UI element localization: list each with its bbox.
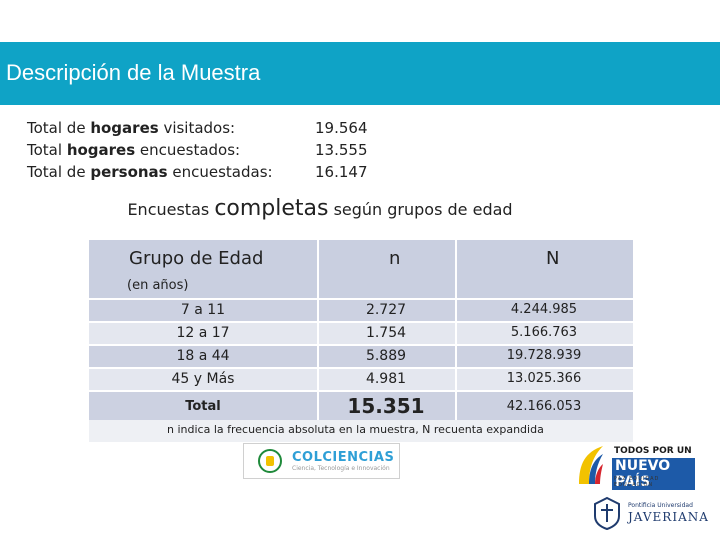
total-value: 16.147 [315,163,368,181]
column-divider [317,369,319,390]
javeriana-logo: Pontificia Universidad JAVERIANA [588,494,708,534]
column-divider [455,300,457,321]
table-body: 7 a 11 2.727 4.244.985 12 a 17 1.754 5.1… [89,298,633,420]
nuevo-pais-line2: NUEVO PAÍS [612,458,695,490]
subtitle-emphasis: completas [214,196,329,221]
cell-age-group: 12 a 17 [176,325,230,341]
table-row: 7 a 11 2.727 4.244.985 [89,298,633,321]
total-value: 13.555 [315,141,368,159]
column-divider [455,346,457,367]
table-header: Grupo de Edad (en años) n N [89,240,633,298]
total-row: Total hogares encuestados: 13.555 [27,139,395,161]
column-divider [317,346,319,367]
column-divider [317,240,319,298]
colciencias-logo: COLCIENCIAS Ciencia, Tecnología e Innova… [243,443,400,479]
total-label-suffix: encuestados: [135,141,241,159]
subtitle-post: según grupos de edad [328,200,513,219]
javeriana-name: JAVERIANA [628,510,709,524]
total-label-prefix: Total [27,141,67,159]
table-subtitle: Encuestas completas según grupos de edad [0,196,720,221]
table-footnote: n indica la frecuencia absoluta en la mu… [167,423,544,436]
title-bar [0,42,720,105]
table-row: 18 a 44 5.889 19.728.939 [89,344,633,367]
cell-total-n: 15.351 [347,394,425,418]
colciencias-name: COLCIENCIAS [292,450,395,465]
javeriana-crest-icon [594,496,620,530]
cell-age-group: 7 a 11 [180,302,226,318]
table-row: 12 a 17 1.754 5.166.763 [89,321,633,344]
colombia-seal-icon [258,449,282,473]
total-label-suffix: encuestadas: [167,163,273,181]
totals-block: Total de hogares visitados: 19.564 Total… [27,117,395,183]
colciencias-tagline: Ciencia, Tecnología e Innovación [292,465,390,472]
cell-N: 5.166.763 [510,325,578,340]
cell-total-N: 42.166.053 [506,399,582,414]
total-label-prefix: Total de [27,163,91,181]
cell-N: 4.244.985 [510,302,578,317]
flag-wing-icon [579,446,603,484]
cell-N: 13.025.366 [506,371,582,386]
column-divider [317,300,319,321]
total-label: Total de personas encuestadas: [27,161,315,183]
header-age-group-unit: (en años) [127,278,189,293]
cell-total-label: Total [185,399,221,414]
nuevo-pais-logo: TODOS POR UN NUEVO PAÍS PAZ EQUIDAD EDUC… [570,440,695,490]
column-divider [317,392,319,420]
subtitle-pre: Encuestas [127,200,215,219]
column-divider [455,369,457,390]
nuevo-pais-line1: TODOS POR UN [614,446,692,456]
nuevo-pais-line3: PAZ EQUIDAD EDUCACIÓN [614,476,660,488]
footnote-bar [89,420,633,442]
cell-n: 1.754 [365,325,407,341]
header-N: N [546,248,560,269]
column-divider [455,392,457,420]
cell-n: 4.981 [365,371,407,387]
age-group-table: Grupo de Edad (en años) n N 7 a 11 2.727… [89,240,633,420]
total-value: 19.564 [315,119,368,137]
colciencias-text: COLCIENCIAS Ciencia, Tecnología e Innova… [292,450,394,472]
total-label-bold: hogares [90,119,159,137]
table-total-row: Total 15.351 42.166.053 [89,390,633,420]
total-row: Total de hogares visitados: 19.564 [27,117,395,139]
page-title: Descripción de la Muestra [6,60,261,85]
total-label: Total de hogares visitados: [27,117,315,139]
total-label-bold: hogares [66,141,136,159]
cell-n: 2.727 [365,302,407,318]
total-row: Total de personas encuestadas: 16.147 [27,161,395,183]
header-n: n [389,248,401,269]
cell-age-group: 18 a 44 [176,348,230,364]
cell-N: 19.728.939 [506,348,582,363]
total-label-prefix: Total de [27,119,91,137]
cell-n: 5.889 [365,348,407,364]
total-label-bold: personas [90,163,168,181]
javeriana-small-text: Pontificia Universidad [628,502,693,509]
table-row: 45 y Más 4.981 13.025.366 [89,367,633,390]
column-divider [455,240,457,298]
cell-age-group: 45 y Más [171,371,235,387]
total-label-suffix: visitados: [158,119,236,137]
column-divider [455,323,457,344]
column-divider [317,323,319,344]
header-age-group: Grupo de Edad [129,248,264,269]
total-label: Total hogares encuestados: [27,139,315,161]
